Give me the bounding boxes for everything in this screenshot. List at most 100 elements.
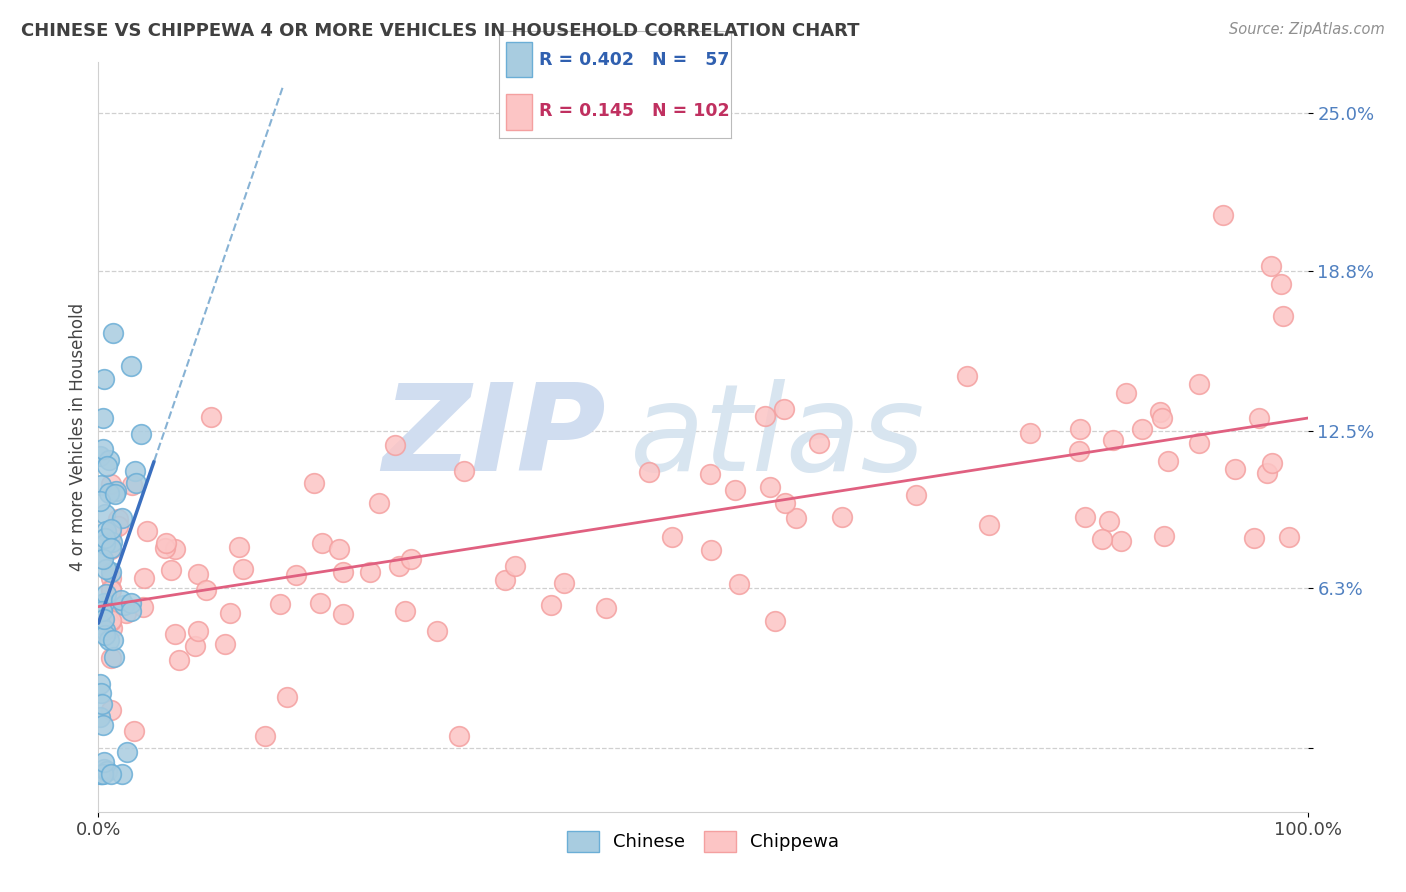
Point	[332, 566, 354, 580]
Point	[700, 542, 723, 557]
Point	[120, 596, 142, 610]
Point	[269, 597, 291, 611]
Point	[97, 486, 120, 500]
Point	[91, 766, 114, 780]
Text: R = 0.145   N = 102: R = 0.145 N = 102	[538, 102, 730, 120]
Point	[754, 409, 776, 423]
Point	[100, 650, 122, 665]
Point	[494, 573, 516, 587]
Point	[112, 598, 135, 612]
Point	[100, 766, 122, 780]
Point	[90, 550, 112, 565]
Point	[785, 510, 807, 524]
Point	[122, 723, 145, 738]
Point	[254, 729, 277, 743]
Point	[94, 508, 117, 522]
Text: R = 0.402   N =   57: R = 0.402 N = 57	[538, 51, 728, 69]
Point	[134, 571, 156, 585]
Point	[1223, 462, 1246, 476]
Point	[1149, 404, 1171, 418]
Point	[93, 596, 115, 610]
Point	[89, 766, 111, 780]
Point	[100, 582, 122, 596]
Point	[132, 600, 155, 615]
Point	[399, 552, 422, 566]
Point	[503, 559, 526, 574]
Point	[285, 568, 308, 582]
Point	[96, 764, 118, 779]
Point	[100, 527, 122, 541]
Point	[135, 524, 157, 539]
Point	[129, 427, 152, 442]
Point	[195, 582, 218, 597]
Point	[728, 577, 751, 591]
Point	[200, 409, 222, 424]
Point	[1261, 456, 1284, 470]
Point	[773, 402, 796, 417]
Point	[773, 495, 796, 509]
Point	[165, 542, 187, 557]
Point	[93, 627, 115, 641]
Point	[90, 686, 112, 700]
Point	[89, 710, 111, 724]
Point	[93, 763, 115, 777]
Point	[905, 487, 928, 501]
Point	[1101, 434, 1123, 448]
Point	[103, 650, 125, 665]
Point	[93, 537, 115, 551]
Text: ZIP: ZIP	[382, 378, 606, 496]
Point	[956, 369, 979, 384]
Point	[359, 566, 381, 580]
Point	[100, 565, 122, 579]
Point	[384, 438, 406, 452]
Point	[368, 496, 391, 510]
Point	[1256, 467, 1278, 481]
Point	[100, 571, 122, 585]
Point	[1069, 444, 1091, 458]
Point	[232, 562, 254, 576]
Point	[100, 583, 122, 598]
Point	[100, 477, 122, 491]
Point	[219, 606, 242, 620]
Point	[120, 359, 142, 373]
Point	[1152, 411, 1174, 425]
Point	[91, 410, 114, 425]
Point	[1212, 208, 1234, 222]
Point	[979, 518, 1001, 533]
Point	[91, 552, 114, 566]
Y-axis label: 4 or more Vehicles in Household: 4 or more Vehicles in Household	[69, 303, 87, 571]
Point	[107, 519, 129, 533]
Point	[228, 540, 250, 554]
Point	[94, 524, 117, 539]
Point	[94, 587, 117, 601]
Point	[447, 729, 470, 743]
Point	[1243, 531, 1265, 545]
Point	[153, 541, 176, 556]
Bar	[506, 95, 531, 129]
Point	[1270, 277, 1292, 291]
Point	[1115, 385, 1137, 400]
Point	[426, 624, 449, 638]
Point	[100, 541, 122, 556]
Point	[105, 483, 128, 498]
Point	[96, 459, 118, 474]
Point	[1260, 259, 1282, 273]
Point	[100, 703, 122, 717]
Point	[831, 510, 853, 524]
Point	[638, 465, 661, 479]
Point	[159, 563, 181, 577]
Point	[595, 600, 617, 615]
Point	[100, 621, 122, 635]
Point	[98, 452, 121, 467]
Point	[100, 613, 122, 627]
Point	[332, 607, 354, 621]
Point	[94, 623, 117, 637]
Bar	[506, 42, 531, 78]
Point	[94, 531, 117, 545]
Point	[91, 718, 114, 732]
Point	[184, 640, 207, 654]
Point	[1153, 529, 1175, 543]
Point	[187, 567, 209, 582]
Point	[328, 541, 350, 556]
Point	[90, 477, 112, 491]
